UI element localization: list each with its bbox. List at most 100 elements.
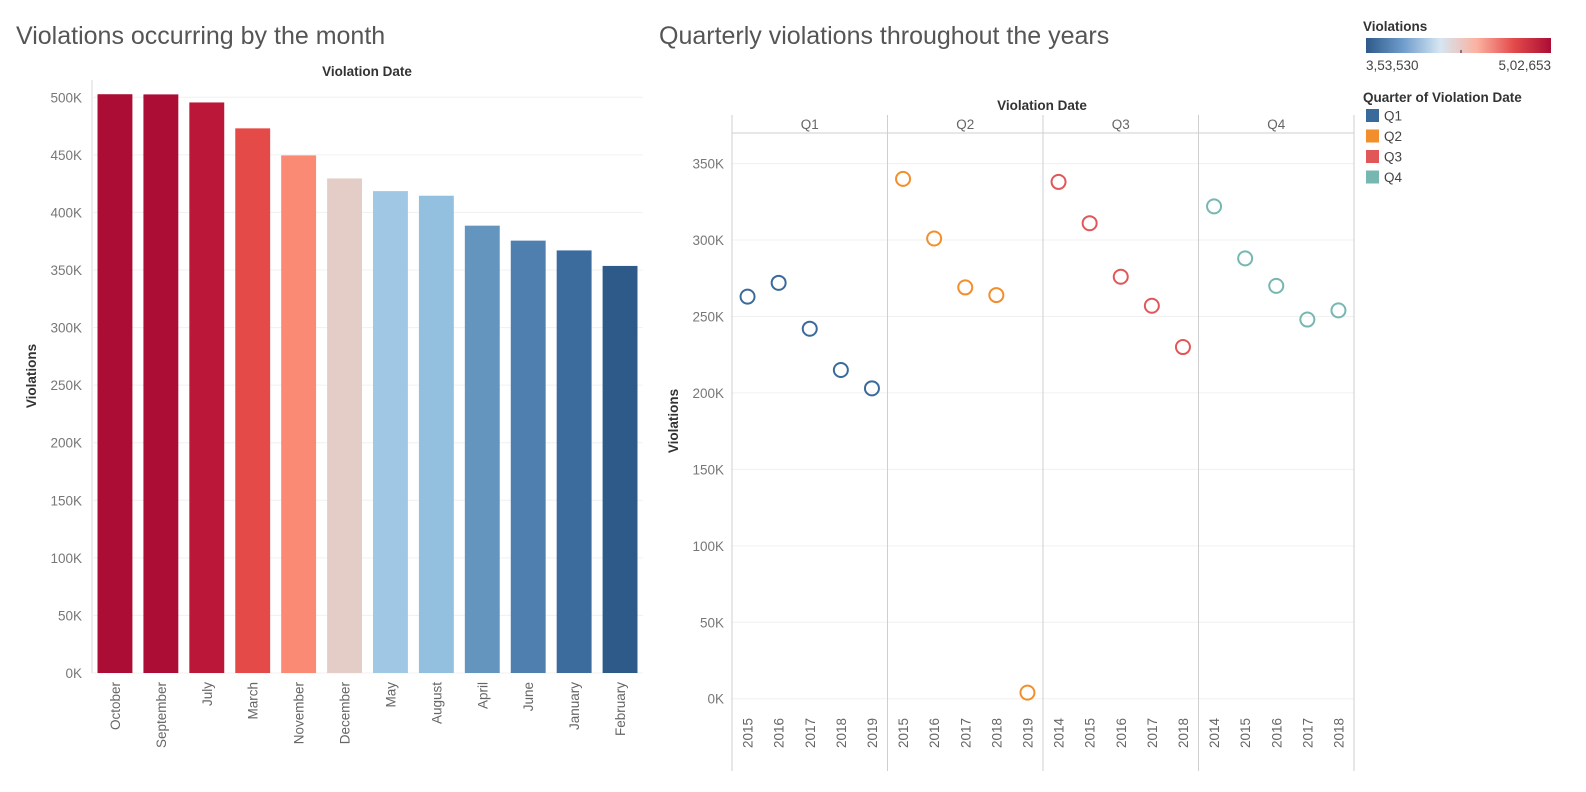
quarterly-scatter-chart: Quarterly violations throughout the year… bbox=[659, 22, 1355, 771]
quarter-legend-title: Quarter of Violation Date bbox=[1363, 90, 1522, 105]
bar bbox=[189, 102, 225, 674]
scatter-point bbox=[1019, 684, 1036, 701]
bar-y-tick-label: 500K bbox=[50, 90, 82, 105]
quarter-legend: Quarter of Violation Date Q1 Q2 Q3 Q4 bbox=[1363, 90, 1522, 185]
bar bbox=[373, 191, 408, 673]
bar-category-label: January bbox=[567, 682, 582, 730]
scatter-year-label: 2017 bbox=[803, 718, 818, 748]
bar-y-tick-label: 0K bbox=[65, 666, 82, 681]
scatter-year-label: 2019 bbox=[1020, 718, 1035, 748]
bar bbox=[281, 155, 317, 673]
bar-y-axis-label: Violations bbox=[24, 344, 39, 408]
color-legend-gradient bbox=[1366, 38, 1551, 53]
scatter-y-tick-labels: 0K 50K 100K 150K 200K 250K 300K 350K bbox=[692, 157, 724, 707]
scatter-point bbox=[895, 170, 912, 187]
bar-gridlines bbox=[91, 80, 643, 674]
scatter-point bbox=[1050, 173, 1067, 190]
bar-y-tick-label: 150K bbox=[50, 493, 82, 508]
scatter-year-label: 2015 bbox=[896, 718, 911, 748]
scatter-point bbox=[770, 274, 787, 291]
scatter-year-label: 2018 bbox=[834, 718, 849, 748]
scatter-year-label: 2015 bbox=[741, 718, 756, 748]
scatter-point bbox=[801, 320, 818, 337]
bar bbox=[464, 225, 500, 673]
monthly-bar-chart: Violations occurring by the month Violat… bbox=[16, 22, 643, 748]
scatter-point bbox=[957, 279, 974, 296]
bar-category-label: October bbox=[108, 682, 123, 731]
bar-column-header: Violation Date bbox=[322, 64, 412, 79]
scatter-point bbox=[1299, 311, 1316, 328]
bar-y-tick-label: 450K bbox=[50, 148, 82, 163]
scatter-point bbox=[863, 380, 880, 397]
color-legend-max: 5,02,653 bbox=[1498, 58, 1551, 73]
scatter-year-label: 2017 bbox=[1300, 718, 1315, 748]
bar-category-label: June bbox=[521, 682, 536, 711]
bar-category-label: July bbox=[200, 682, 215, 706]
violations-color-legend: Violations 3,53,530 5,02,653 bbox=[1363, 19, 1551, 73]
scatter-year-label: 2016 bbox=[772, 718, 787, 748]
bar-y-tick-label: 200K bbox=[50, 436, 82, 451]
scatter-point bbox=[1143, 297, 1160, 314]
scatter-y-tick-label: 200K bbox=[692, 386, 724, 401]
quarter-legend-label: Q2 bbox=[1384, 129, 1402, 144]
scatter-point bbox=[1268, 277, 1285, 294]
quarter-panel-header: Q3 bbox=[1112, 117, 1130, 132]
quarter-legend-items: Q1 Q2 Q3 Q4 bbox=[1366, 109, 1403, 185]
quarter-panel-header: Q2 bbox=[956, 117, 974, 132]
bar-chart-title: Violations occurring by the month bbox=[16, 22, 385, 50]
scatter-y-tick-label: 0K bbox=[707, 692, 724, 707]
bar bbox=[97, 94, 133, 673]
scatter-year-label: 2014 bbox=[1207, 718, 1222, 749]
scatter-y-tick-label: 150K bbox=[692, 462, 724, 477]
scatter-year-label: 2015 bbox=[1238, 718, 1253, 748]
bar-y-tick-label: 100K bbox=[50, 551, 82, 566]
bar-y-tick-label: 400K bbox=[50, 205, 82, 220]
scatter-marks bbox=[739, 170, 1347, 701]
bar bbox=[510, 240, 546, 673]
scatter-y-axis-label: Violations bbox=[666, 389, 681, 453]
bar-y-tick-label: 350K bbox=[50, 263, 82, 278]
scatter-year-label: 2018 bbox=[989, 718, 1004, 748]
quarter-legend-swatch bbox=[1366, 170, 1379, 184]
scatter-column-header: Violation Date bbox=[997, 98, 1087, 113]
scatter-point bbox=[1081, 215, 1098, 232]
quarter-legend-label: Q3 bbox=[1384, 150, 1402, 165]
scatter-year-labels: 2015 2016 2017 2018 2019 2015 2016 2017 2018 2019… bbox=[741, 718, 1347, 749]
bar-category-label: April bbox=[475, 682, 490, 709]
scatter-y-tick-label: 300K bbox=[692, 233, 724, 248]
quarter-legend-swatch bbox=[1366, 150, 1379, 163]
quarter-legend-swatch bbox=[1366, 109, 1379, 122]
scatter-point bbox=[1330, 302, 1347, 319]
bar-y-tick-labels: 0K 50K 100K 150K 200K 250K 300K 350K 400K 450K 500… bbox=[50, 90, 82, 681]
bar-category-label: August bbox=[429, 682, 444, 724]
scatter-point bbox=[988, 287, 1005, 304]
scatter-point bbox=[1112, 268, 1129, 285]
scatter-year-label: 2018 bbox=[1331, 718, 1346, 748]
scatter-point bbox=[739, 288, 756, 305]
scatter-y-tick-label: 100K bbox=[692, 539, 724, 554]
bar bbox=[418, 195, 454, 673]
scatter-chart-title: Quarterly violations throughout the year… bbox=[659, 22, 1109, 50]
bar-category-label: September bbox=[154, 682, 169, 749]
scatter-point bbox=[1237, 250, 1254, 267]
scatter-quarter-panels: Q1 Q2 Q3 Q4 bbox=[731, 115, 1355, 771]
bar bbox=[327, 178, 362, 673]
scatter-y-tick-label: 350K bbox=[692, 157, 724, 172]
scatter-year-label: 2018 bbox=[1176, 718, 1191, 748]
scatter-year-label: 2019 bbox=[865, 718, 880, 748]
scatter-point bbox=[1174, 339, 1191, 356]
quarter-legend-label: Q4 bbox=[1384, 170, 1403, 185]
bar-category-label: November bbox=[292, 682, 307, 745]
scatter-point bbox=[1206, 198, 1223, 215]
bar-category-label: May bbox=[383, 682, 398, 708]
scatter-point bbox=[832, 361, 849, 378]
bar-y-tick-label: 300K bbox=[50, 321, 82, 336]
scatter-y-tick-label: 50K bbox=[700, 615, 724, 630]
bar-y-tick-label: 50K bbox=[58, 608, 82, 623]
scatter-year-label: 2017 bbox=[958, 718, 973, 748]
scatter-point bbox=[926, 230, 943, 247]
bar bbox=[235, 128, 271, 674]
quarter-panel-header: Q1 bbox=[801, 117, 819, 132]
bar-category-label: December bbox=[338, 682, 353, 745]
